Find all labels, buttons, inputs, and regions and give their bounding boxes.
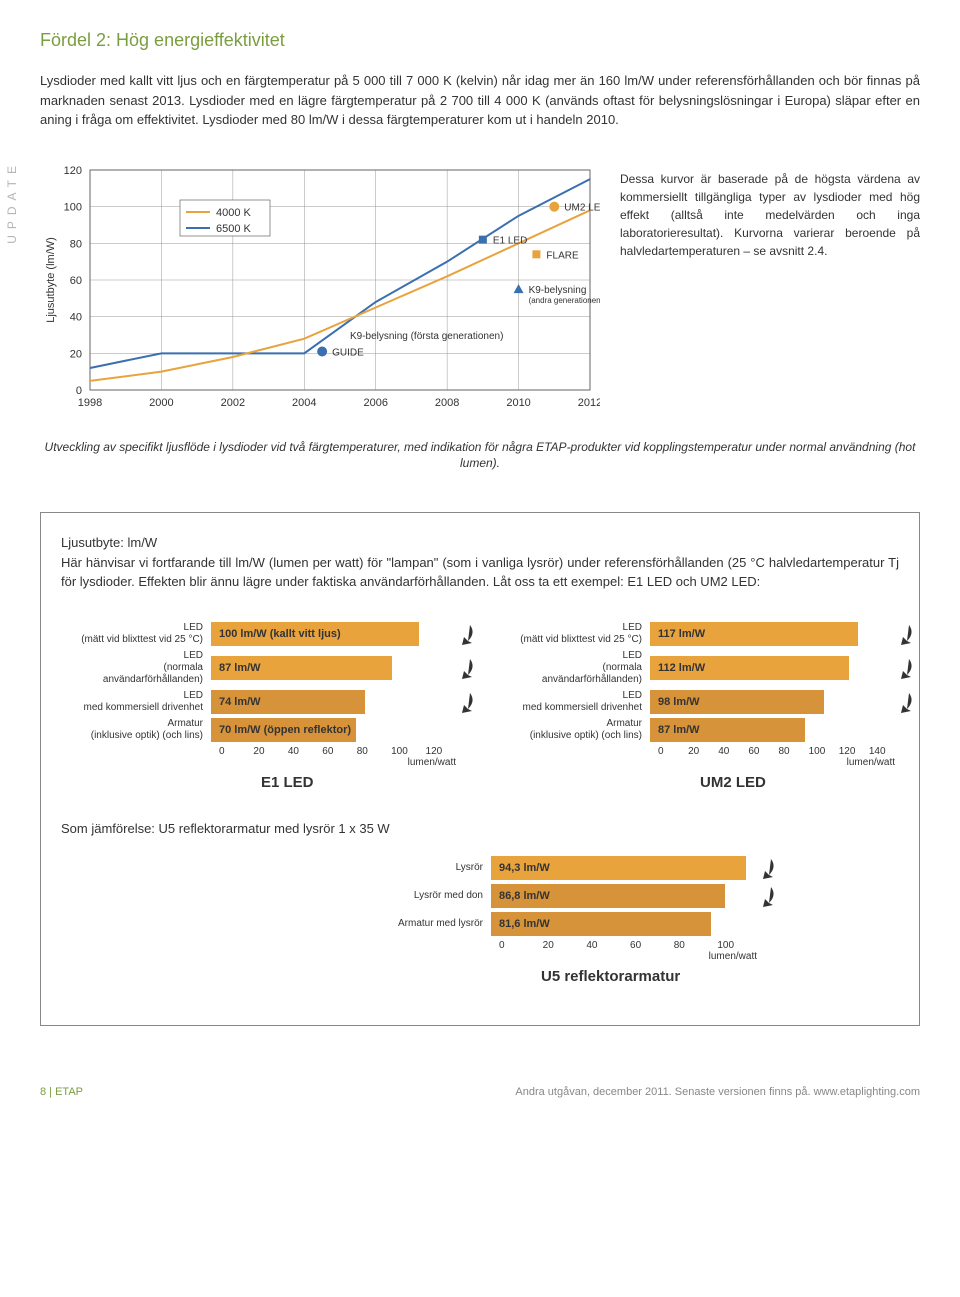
bar-fill: 87 lm/W <box>211 656 392 680</box>
bar-row: Armatur(inklusive optik) (och lins)70 lm… <box>61 718 460 742</box>
bar-label: LED(mätt vid blixttest vid 25 °C) <box>500 622 650 646</box>
down-arrow-icon <box>893 655 919 681</box>
down-arrow-icon <box>454 689 480 715</box>
svg-text:2012: 2012 <box>578 397 600 409</box>
bar-chart-title: E1 LED <box>261 774 460 791</box>
bar-fill: 70 lm/W (öppen reflektor) <box>211 718 356 742</box>
side-label: UPDATE <box>5 160 19 244</box>
svg-text:6500 K: 6500 K <box>216 223 252 235</box>
svg-text:2004: 2004 <box>292 397 316 409</box>
bar-row: LED(mätt vid blixttest vid 25 °C)100 lm/… <box>61 622 460 646</box>
bar-axis: 020406080100120140 <box>658 746 899 757</box>
um2-bar-chart: LED(mätt vid blixttest vid 25 °C)117 lm/… <box>500 622 899 791</box>
axis-label: lumen/watt <box>500 757 895 768</box>
axis-label: lumen/watt <box>61 757 456 768</box>
svg-text:60: 60 <box>70 275 82 287</box>
svg-text:2000: 2000 <box>149 397 173 409</box>
bar-fill: 98 lm/W <box>650 690 824 714</box>
footer-page: 8 | ETAP <box>40 1086 83 1098</box>
bar-fill: 74 lm/W <box>211 690 365 714</box>
bar-row: LEDmed kommersiell drivenhet98 lm/W <box>500 690 899 714</box>
bar-fill: 100 lm/W (kallt vitt ljus) <box>211 622 419 646</box>
svg-text:2006: 2006 <box>363 397 387 409</box>
bar-label: Armatur med lysrör <box>341 918 491 930</box>
bar-row: Armatur med lysrör81,6 lm/W <box>341 912 761 936</box>
chart-description: Dessa kurvor är baserade på de högsta vä… <box>620 160 920 423</box>
down-arrow-icon <box>893 689 919 715</box>
bar-label: LED(normala användarförhållanden) <box>500 650 650 686</box>
svg-text:2002: 2002 <box>221 397 245 409</box>
svg-text:Ljusutbyte (lm/W): Ljusutbyte (lm/W) <box>45 237 57 323</box>
bar-label: LEDmed kommersiell drivenhet <box>61 690 211 714</box>
down-arrow-icon <box>755 883 781 909</box>
bar-fill: 117 lm/W <box>650 622 858 646</box>
bar-fill: 86,8 lm/W <box>491 884 725 908</box>
bar-chart-title: UM2 LED <box>700 774 899 791</box>
bar-fill: 87 lm/W <box>650 718 805 742</box>
svg-text:(andra generationen): (andra generationen) <box>529 296 600 305</box>
down-arrow-icon <box>893 621 919 647</box>
svg-text:K9-belysning: K9-belysning <box>529 285 587 296</box>
svg-text:4000 K: 4000 K <box>216 207 252 219</box>
info-box: Ljusutbyte: lm/W Här hänvisar vi fortfar… <box>40 512 920 1026</box>
svg-text:2008: 2008 <box>435 397 459 409</box>
svg-text:FLARE: FLARE <box>546 250 579 261</box>
box-intro-label: Ljusutbyte: lm/W <box>61 535 157 550</box>
bar-row: Armatur(inklusive optik) (och lins)87 lm… <box>500 718 899 742</box>
bar-label: Armatur(inklusive optik) (och lins) <box>500 718 650 742</box>
bar-label: Armatur(inklusive optik) (och lins) <box>61 718 211 742</box>
bar-row: LED(mätt vid blixttest vid 25 °C)117 lm/… <box>500 622 899 646</box>
compare-text: Som jämförelse: U5 reflektorarmatur med … <box>61 821 899 836</box>
page-title: Fördel 2: Hög energieffektivitet <box>40 30 920 51</box>
svg-text:120: 120 <box>64 165 82 177</box>
bar-label: LED(normala användarförhållanden) <box>61 650 211 686</box>
e1-bar-chart: LED(mätt vid blixttest vid 25 °C)100 lm/… <box>61 622 460 791</box>
svg-text:GUIDE: GUIDE <box>332 347 364 358</box>
svg-text:K9-belysning (första generatio: K9-belysning (första generationen) <box>350 331 503 342</box>
svg-text:20: 20 <box>70 348 82 360</box>
bar-chart-title: U5 reflektorarmatur <box>541 968 761 985</box>
bar-axis: 020406080100120 <box>219 746 460 757</box>
bar-label: Lysrör <box>341 862 491 874</box>
bar-label: Lysrör med don <box>341 890 491 902</box>
svg-text:2010: 2010 <box>506 397 530 409</box>
svg-text:E1 LED: E1 LED <box>493 235 527 246</box>
chart-caption: Utveckling av specifikt ljusflöde i lysd… <box>40 439 920 473</box>
intro-paragraph: Lysdioder med kallt vitt ljus och en fär… <box>40 71 920 130</box>
footer-meta: Andra utgåvan, december 2011. Senaste ve… <box>515 1086 920 1098</box>
line-chart: 0 20 40 60 80 100 120 1998 2000 2002 2004 2006 2008 2… <box>40 160 600 423</box>
bar-fill: 94,3 lm/W <box>491 856 746 880</box>
down-arrow-icon <box>454 621 480 647</box>
bar-label: LEDmed kommersiell drivenhet <box>500 690 650 714</box>
bar-row: LED(normala användarförhållanden)87 lm/W <box>61 650 460 686</box>
bar-row: Lysrör94,3 lm/W <box>341 856 761 880</box>
svg-text:0: 0 <box>76 385 82 397</box>
box-intro-text: Här hänvisar vi fortfarande till lm/W (l… <box>61 555 899 590</box>
u5-bar-chart: Lysrör94,3 lm/WLysrör med don86,8 lm/WAr… <box>341 856 761 985</box>
svg-text:1998: 1998 <box>78 397 102 409</box>
svg-text:100: 100 <box>64 201 82 213</box>
svg-text:80: 80 <box>70 238 82 250</box>
bar-row: LEDmed kommersiell drivenhet74 lm/W <box>61 690 460 714</box>
bar-row: Lysrör med don86,8 lm/W <box>341 884 761 908</box>
svg-text:40: 40 <box>70 311 82 323</box>
down-arrow-icon <box>454 655 480 681</box>
bar-fill: 112 lm/W <box>650 656 849 680</box>
down-arrow-icon <box>755 855 781 881</box>
svg-text:UM2 LED: UM2 LED <box>564 202 600 213</box>
box-intro: Ljusutbyte: lm/W Här hänvisar vi fortfar… <box>61 533 899 592</box>
bar-axis: 020406080100 <box>499 940 761 951</box>
axis-label: lumen/watt <box>341 951 757 962</box>
bar-row: LED(normala användarförhållanden)112 lm/… <box>500 650 899 686</box>
bar-label: LED(mätt vid blixttest vid 25 °C) <box>61 622 211 646</box>
bar-fill: 81,6 lm/W <box>491 912 711 936</box>
